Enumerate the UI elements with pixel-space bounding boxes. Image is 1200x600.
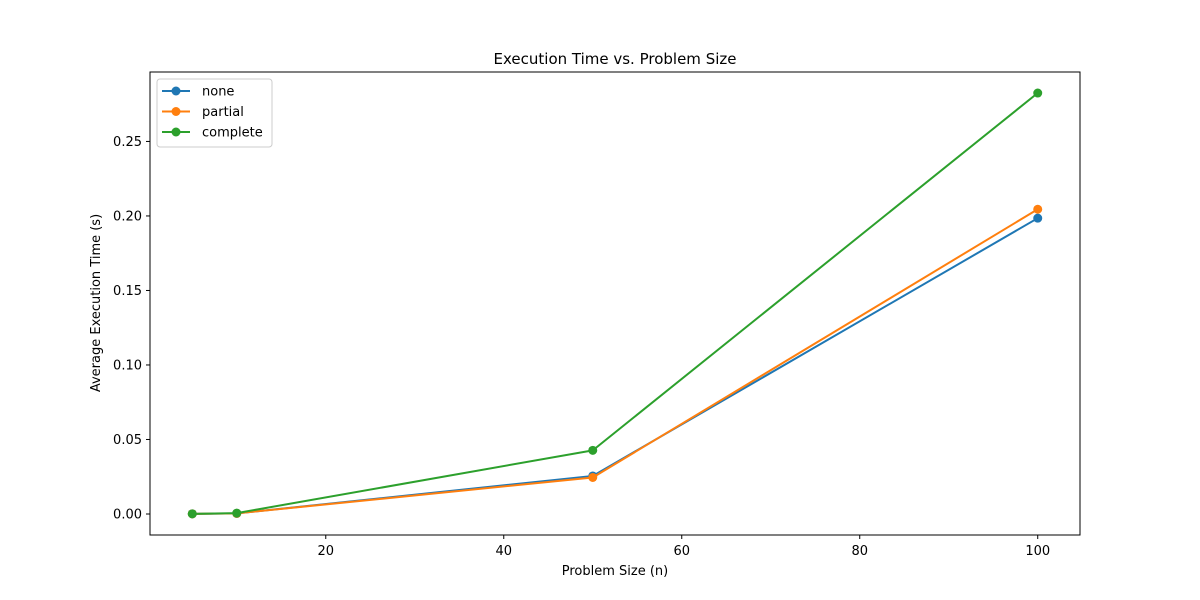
data-point-partial <box>588 472 598 482</box>
series-complete <box>187 88 1043 519</box>
y-axis-label: Average Execution Time (s) <box>89 214 104 392</box>
legend-marker <box>171 127 181 137</box>
y-axis: 0.00 0.05 0.10 0.15 0.20 0.25 <box>113 135 150 522</box>
chart-title: Execution Time vs. Problem Size <box>494 50 737 68</box>
x-tick-label: 20 <box>317 544 334 559</box>
legend-marker <box>171 107 181 116</box>
legend-label: partial <box>202 105 244 120</box>
legend: none partial complete <box>156 78 273 148</box>
legend-marker <box>171 86 181 96</box>
y-tick-label: 0.10 <box>113 358 142 373</box>
x-axis: 20 40 60 80 100 <box>317 535 1050 559</box>
series-line-partial <box>192 208 1039 515</box>
y-tick-label: 0.05 <box>113 433 142 448</box>
y-tick-label: 0.00 <box>113 507 142 522</box>
axes-frame <box>149 71 1081 536</box>
data-point-complete <box>1033 88 1043 98</box>
legend-item-none: none <box>162 85 234 100</box>
data-point-complete <box>187 509 197 519</box>
x-tick-label: 40 <box>495 544 512 559</box>
data-point-complete <box>588 445 598 455</box>
x-axis-label: Problem Size (n) <box>562 564 668 579</box>
legend-box <box>156 78 273 148</box>
legend-label: none <box>202 85 234 100</box>
y-tick-label: 0.20 <box>113 209 142 224</box>
x-tick-label: 100 <box>1025 544 1050 559</box>
series-line-none <box>192 217 1039 515</box>
legend-label: complete <box>202 126 263 141</box>
data-point-partial <box>1033 204 1043 214</box>
x-tick-label: 80 <box>851 544 868 559</box>
plot-area <box>187 88 1043 519</box>
series-partial <box>187 204 1043 519</box>
y-tick-label: 0.15 <box>113 284 142 299</box>
legend-item-complete: complete <box>162 126 263 141</box>
data-point-complete <box>232 508 242 518</box>
series-line-complete <box>192 92 1039 515</box>
legend-item-partial: partial <box>162 105 244 120</box>
data-point-none <box>1033 213 1043 223</box>
x-tick-label: 60 <box>673 544 690 559</box>
y-tick-label: 0.25 <box>113 135 142 150</box>
series-none <box>187 213 1043 519</box>
